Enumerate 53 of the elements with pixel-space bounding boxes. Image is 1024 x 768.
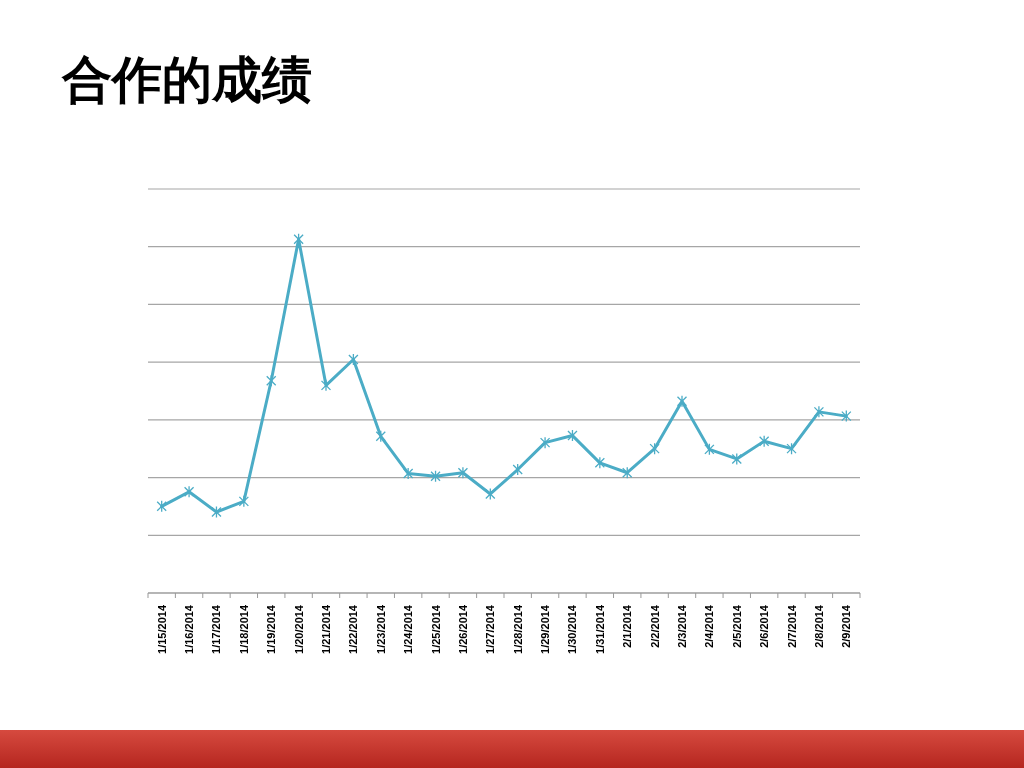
chart-title: 合作的成绩 [62,50,312,110]
point [320,379,332,392]
point [649,442,660,455]
x-tick-label: 1/15/2014 [155,604,168,654]
point [512,463,523,476]
x-tick-label: 2/1/2014 [621,604,634,648]
point [594,456,605,469]
x-tick-label: 1/28/2014 [511,604,524,654]
point [211,505,222,519]
x-tick-label: 1/23/2014 [374,604,387,654]
x-tick-label: 1/25/2014 [429,604,442,654]
x-tick-label: 1/22/2014 [347,604,360,654]
x-tick-label: 2/6/2014 [758,604,771,648]
point [813,405,825,419]
x-tick-label: 1/21/2014 [320,604,332,654]
x-tick-label: 2/3/2014 [676,604,688,648]
x-tick-label: 1/31/2014 [593,604,606,654]
point [731,452,742,466]
x-tick-label: 2/5/2014 [730,604,743,648]
point [156,500,167,513]
x-tick-label: 1/16/2014 [183,604,196,654]
point [567,429,578,442]
point [622,466,633,479]
point [786,442,797,455]
x-tick-label: 2/2/2014 [648,604,661,648]
x-tick-label: 1/30/2014 [566,604,579,654]
point [348,353,359,366]
point [430,470,441,483]
point [704,443,715,456]
x-tick-label: 1/29/2014 [539,604,552,654]
point [293,233,304,246]
point [676,395,688,408]
x-tick-label: 1/24/2014 [402,604,415,654]
point [759,435,770,448]
point [266,374,277,387]
x-tick-label: 2/9/2014 [840,604,853,648]
x-tick-label: 1/19/2014 [265,604,278,654]
point [375,430,386,443]
x-tick-label: 2/8/2014 [812,604,825,648]
x-tick-label: 1/27/2014 [484,604,497,654]
point [238,495,249,508]
point [539,436,551,449]
x-tick-label: 2/7/2014 [785,604,798,648]
x-tick-label: 1/17/2014 [210,604,223,654]
x-tick-label: 2/4/2014 [703,604,716,648]
x-tick-label: 1/18/2014 [237,604,250,654]
point [485,487,496,501]
x-tick-label: 1/26/2014 [456,604,469,654]
point [457,466,469,479]
point [403,467,414,480]
point [841,409,852,423]
x-tick-label: 1/20/2014 [292,604,305,654]
point [183,485,195,498]
